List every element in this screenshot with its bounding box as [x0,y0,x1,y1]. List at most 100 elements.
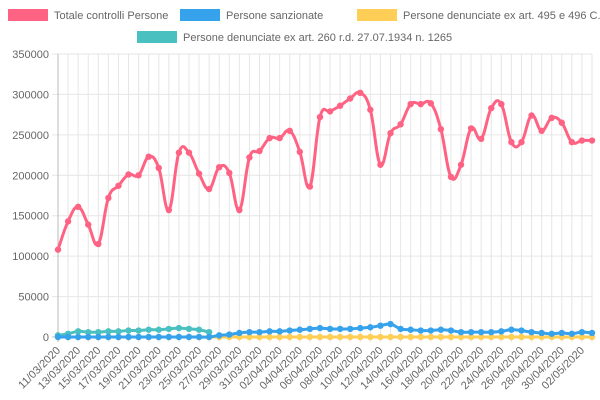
data-point[interactable] [346,333,354,341]
data-point[interactable] [326,108,334,115]
data-point[interactable] [185,325,193,333]
data-point[interactable] [195,333,203,341]
data-point[interactable] [276,333,283,341]
data-point[interactable] [528,112,535,119]
data-point[interactable] [508,326,515,333]
data-point[interactable] [538,329,545,337]
data-point[interactable] [216,164,223,171]
data-point[interactable] [145,326,152,333]
data-point[interactable] [205,328,213,336]
data-point[interactable] [367,324,374,331]
data-point[interactable] [256,147,263,155]
data-point[interactable] [447,333,455,341]
data-point[interactable] [477,328,485,336]
data-point[interactable] [437,326,445,333]
data-point[interactable] [528,328,535,336]
data-point[interactable] [548,114,555,122]
data-point[interactable] [135,327,142,334]
data-point[interactable] [467,125,475,132]
data-point[interactable] [125,327,132,334]
data-point[interactable] [326,325,334,333]
data-point[interactable] [165,325,173,333]
data-point[interactable] [346,95,354,102]
data-point[interactable] [115,182,122,189]
data-point[interactable] [427,100,434,107]
data-point[interactable] [85,221,92,228]
data-point[interactable] [54,246,62,253]
data-point[interactable] [387,333,394,341]
data-point[interactable] [467,328,475,336]
data-point[interactable] [477,135,485,143]
data-point[interactable] [306,325,314,333]
legend-label-2[interactable]: Persone denunciate ex art. 495 e 496 C.P… [403,10,600,22]
data-point[interactable] [498,328,505,335]
data-point[interactable] [74,333,82,341]
legend-swatch-3[interactable] [137,31,177,43]
data-point[interactable] [95,328,102,336]
data-point[interactable] [568,330,576,337]
legend-swatch-2[interactable] [357,9,397,21]
data-point[interactable] [377,161,384,168]
data-point[interactable] [377,333,384,341]
data-point[interactable] [266,134,273,142]
data-point[interactable] [155,164,162,172]
data-point[interactable] [477,333,485,341]
data-point[interactable] [538,127,545,135]
data-point[interactable] [54,333,62,341]
data-point[interactable] [508,138,515,146]
data-point[interactable] [407,100,414,108]
data-point[interactable] [407,326,414,333]
data-point[interactable] [256,328,263,336]
data-point[interactable] [488,333,495,341]
data-point[interactable] [518,138,525,146]
data-point[interactable] [296,326,304,333]
data-point[interactable] [195,326,203,333]
data-point[interactable] [357,89,364,97]
data-point[interactable] [387,130,394,137]
legend-label-1[interactable]: Persone sanzionate [226,10,323,22]
data-point[interactable] [528,333,535,341]
data-point[interactable] [175,333,183,341]
data-point[interactable] [205,333,213,341]
data-point[interactable] [256,333,263,341]
data-point[interactable] [185,149,193,156]
data-point[interactable] [407,333,414,341]
data-point[interactable] [85,333,92,341]
data-point[interactable] [417,333,424,341]
data-point[interactable] [357,333,364,341]
data-point[interactable] [105,333,112,341]
data-point[interactable] [578,328,586,336]
data-point[interactable] [226,169,233,177]
data-point[interactable] [488,104,495,112]
data-point[interactable] [135,333,142,341]
data-point[interactable] [145,333,152,341]
data-point[interactable] [498,100,505,108]
data-point[interactable] [568,138,576,146]
data-point[interactable] [185,333,193,341]
data-point[interactable] [467,333,475,341]
data-point[interactable] [155,333,162,341]
legend-label-0[interactable]: Totale controlli Persone [54,10,168,22]
data-point[interactable] [155,326,162,333]
data-point[interactable] [346,325,354,333]
data-point[interactable] [115,328,122,335]
data-point[interactable] [397,325,404,333]
data-point[interactable] [508,333,515,341]
data-point[interactable] [316,324,324,332]
data-point[interactable] [397,333,404,341]
data-point[interactable] [427,327,434,334]
data-point[interactable] [447,327,455,334]
data-point[interactable] [246,333,253,341]
data-point[interactable] [326,333,334,341]
data-point[interactable] [316,333,324,341]
data-point[interactable] [397,121,404,128]
data-point[interactable] [205,185,213,193]
data-point[interactable] [175,324,183,332]
data-point[interactable] [518,333,525,341]
data-point[interactable] [95,333,102,341]
data-point[interactable] [74,328,82,335]
data-point[interactable] [286,327,293,334]
data-point[interactable] [417,100,424,108]
data-point[interactable] [296,148,304,156]
data-point[interactable] [548,330,555,337]
